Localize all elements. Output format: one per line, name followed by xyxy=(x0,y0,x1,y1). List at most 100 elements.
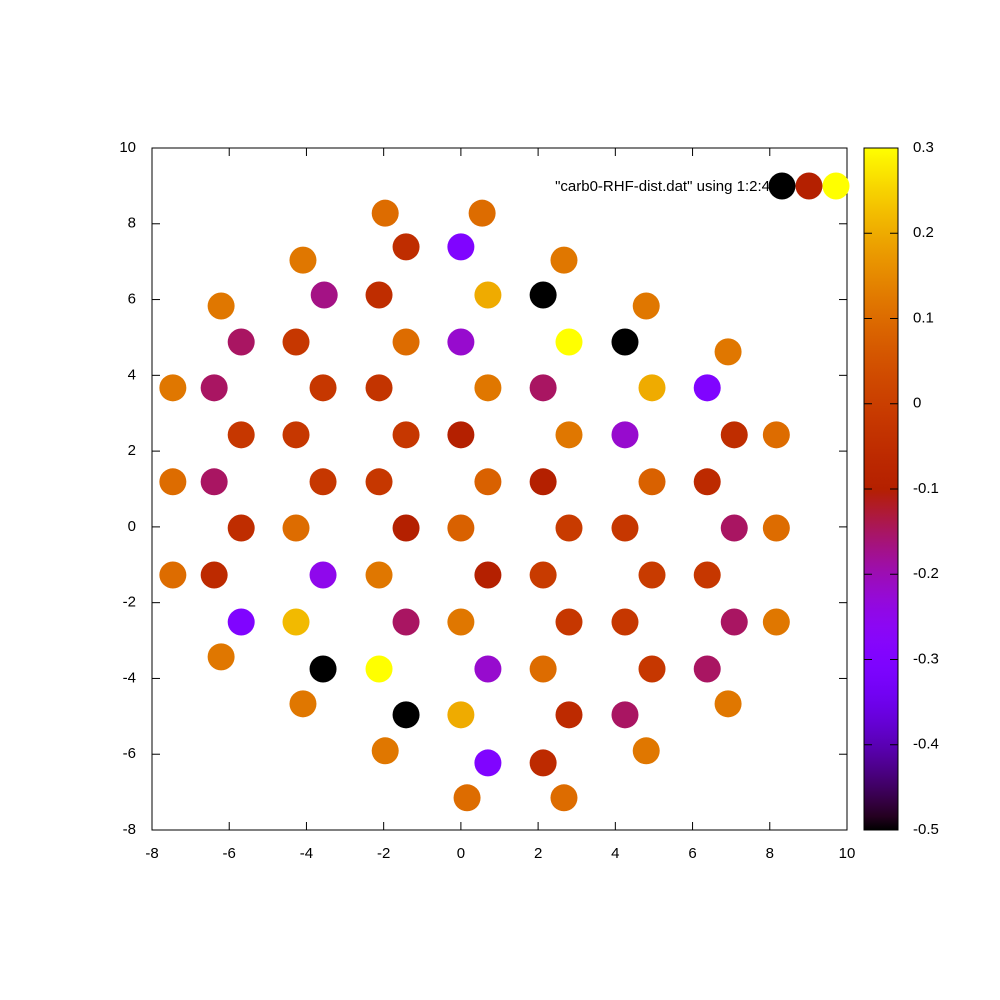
point xyxy=(529,749,557,777)
point xyxy=(720,608,748,636)
point xyxy=(632,292,660,320)
point xyxy=(611,421,639,449)
point xyxy=(720,421,748,449)
point xyxy=(309,655,337,683)
point xyxy=(227,421,255,449)
point xyxy=(447,421,475,449)
point xyxy=(392,514,420,542)
point xyxy=(227,608,255,636)
point xyxy=(309,561,337,589)
point xyxy=(282,514,310,542)
x-tick-label: 6 xyxy=(688,845,696,862)
colorbar-tick-label: -0.2 xyxy=(913,565,939,582)
colorbar-tick-label: -0.5 xyxy=(913,821,939,838)
point xyxy=(310,281,338,309)
point xyxy=(693,655,721,683)
legend-sample xyxy=(768,172,796,200)
point xyxy=(365,561,393,589)
point xyxy=(392,421,420,449)
point xyxy=(762,421,790,449)
point xyxy=(529,655,557,683)
point xyxy=(447,233,475,261)
y-tick-label: -2 xyxy=(123,594,136,611)
legend-sample xyxy=(795,172,823,200)
y-tick-label: 10 xyxy=(119,139,136,156)
point xyxy=(632,737,660,765)
point xyxy=(453,784,481,812)
point xyxy=(207,292,235,320)
point xyxy=(200,561,228,589)
x-tick-label: 2 xyxy=(534,845,542,862)
point xyxy=(309,468,337,496)
point xyxy=(200,468,228,496)
point xyxy=(282,421,310,449)
x-tick-label: -4 xyxy=(300,845,313,862)
colorbar-tick-label: 0.1 xyxy=(913,309,934,326)
point xyxy=(468,199,496,227)
point xyxy=(611,514,639,542)
y-tick-label: 8 xyxy=(128,215,136,232)
point xyxy=(474,281,502,309)
point xyxy=(447,514,475,542)
plot-border xyxy=(151,147,848,831)
x-tick-label: 8 xyxy=(766,845,774,862)
colorbar-tick-label: 0.3 xyxy=(913,139,934,156)
point xyxy=(529,468,557,496)
point xyxy=(371,199,399,227)
colorbar-tick-label: -0.1 xyxy=(913,480,939,497)
point xyxy=(371,737,399,765)
point xyxy=(555,328,583,356)
point xyxy=(207,643,235,671)
point xyxy=(638,561,666,589)
y-tick-label: -4 xyxy=(123,669,136,686)
point xyxy=(638,468,666,496)
point xyxy=(309,374,337,402)
x-tick-label: -6 xyxy=(223,845,236,862)
point xyxy=(529,561,557,589)
colorbar-tick-label: 0.2 xyxy=(913,224,934,241)
point xyxy=(555,421,583,449)
x-tick-label: -8 xyxy=(145,845,158,862)
point xyxy=(638,374,666,402)
point xyxy=(611,701,639,729)
point xyxy=(282,328,310,356)
point xyxy=(550,784,578,812)
point xyxy=(227,328,255,356)
point xyxy=(159,374,187,402)
point xyxy=(447,701,475,729)
point xyxy=(392,328,420,356)
legend-label: "carb0-RHF-dist.dat" using 1:2:4 xyxy=(555,178,770,195)
point xyxy=(693,468,721,496)
x-tick-label: 10 xyxy=(839,845,856,862)
x-tick-label: 0 xyxy=(457,845,465,862)
point xyxy=(555,701,583,729)
point xyxy=(159,561,187,589)
y-tick-label: 2 xyxy=(128,442,136,459)
point xyxy=(550,246,578,274)
point xyxy=(611,608,639,636)
point xyxy=(392,701,420,729)
point xyxy=(447,608,475,636)
point xyxy=(392,608,420,636)
point xyxy=(714,338,742,366)
point xyxy=(200,374,228,402)
point xyxy=(474,561,502,589)
point xyxy=(529,374,557,402)
point xyxy=(555,514,583,542)
point xyxy=(638,655,666,683)
point xyxy=(159,468,187,496)
y-tick-label: 4 xyxy=(128,366,136,383)
point xyxy=(392,233,420,261)
point xyxy=(227,514,255,542)
point xyxy=(474,374,502,402)
point xyxy=(693,561,721,589)
point xyxy=(365,468,393,496)
point xyxy=(474,655,502,683)
point xyxy=(474,749,502,777)
colorbar-tick-label: 0 xyxy=(913,395,921,412)
y-tick-label: -8 xyxy=(123,821,136,838)
point xyxy=(282,608,310,636)
point xyxy=(529,281,557,309)
